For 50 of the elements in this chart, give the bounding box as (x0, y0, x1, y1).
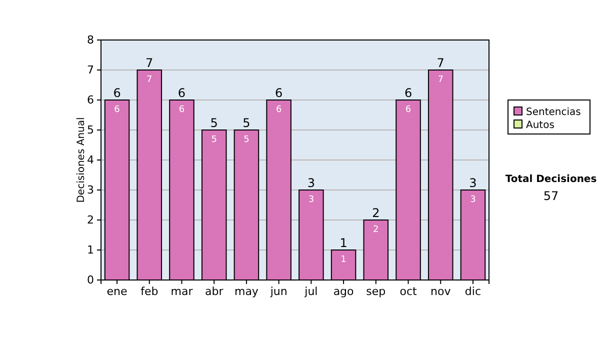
data-label: 5 (211, 135, 217, 145)
x-tick-label: jul (304, 284, 318, 298)
x-tick-label: ene (106, 284, 128, 298)
total-label: 6 (178, 86, 186, 100)
y-tick-label: 4 (87, 154, 94, 167)
x-tick-label: mar (170, 284, 194, 298)
x-tick-label: abr (204, 284, 224, 298)
x-tick-label: jun (269, 284, 288, 298)
total-label: 3 (307, 176, 315, 190)
legend-label: Autos (526, 120, 554, 131)
total-label: 7 (146, 56, 154, 70)
y-tick-label: 7 (87, 64, 94, 77)
total-label: 5 (210, 116, 218, 130)
total-label: 6 (404, 86, 412, 100)
x-tick-label: nov (430, 284, 452, 298)
x-tick-label: oct (400, 284, 418, 298)
data-label: 2 (373, 225, 379, 235)
y-tick-label: 3 (87, 184, 94, 197)
x-tick-label: feb (140, 284, 158, 298)
total-label: 6 (275, 86, 283, 100)
y-tick-label: 2 (87, 214, 94, 227)
data-label: 6 (405, 105, 412, 115)
total-label: 5 (242, 116, 250, 130)
data-label: 5 (244, 135, 250, 145)
data-label: 7 (438, 75, 444, 85)
y-tick-label: 6 (87, 94, 94, 107)
total-label: 3 (469, 176, 477, 190)
data-label: 3 (308, 195, 314, 205)
y-tick-label: 5 (87, 124, 94, 137)
data-label: 1 (340, 255, 346, 265)
data-label: 6 (178, 105, 185, 115)
x-tick-label: sep (366, 284, 386, 298)
legend-label: Sentencias (526, 107, 581, 118)
y-tick-label: 8 (87, 34, 94, 47)
y-tick-label: 0 (87, 274, 94, 287)
total-label: 1 (340, 236, 348, 250)
y-axis-title: Decisiones Anual (76, 117, 87, 203)
data-label: 7 (146, 75, 152, 85)
x-tick-label: dic (464, 284, 482, 298)
data-label: 3 (470, 195, 476, 205)
x-tick-label: ago (333, 284, 354, 298)
total-label: 6 (113, 86, 121, 100)
text: 57 (543, 189, 559, 203)
x-tick-label: may (234, 284, 259, 298)
total-label: 7 (436, 56, 444, 70)
data-label: 6 (276, 105, 282, 115)
text: Total Decisiones (505, 174, 597, 185)
total-label: 2 (372, 206, 380, 220)
data-label: 6 (114, 105, 120, 115)
y-tick-label: 1 (87, 244, 94, 257)
